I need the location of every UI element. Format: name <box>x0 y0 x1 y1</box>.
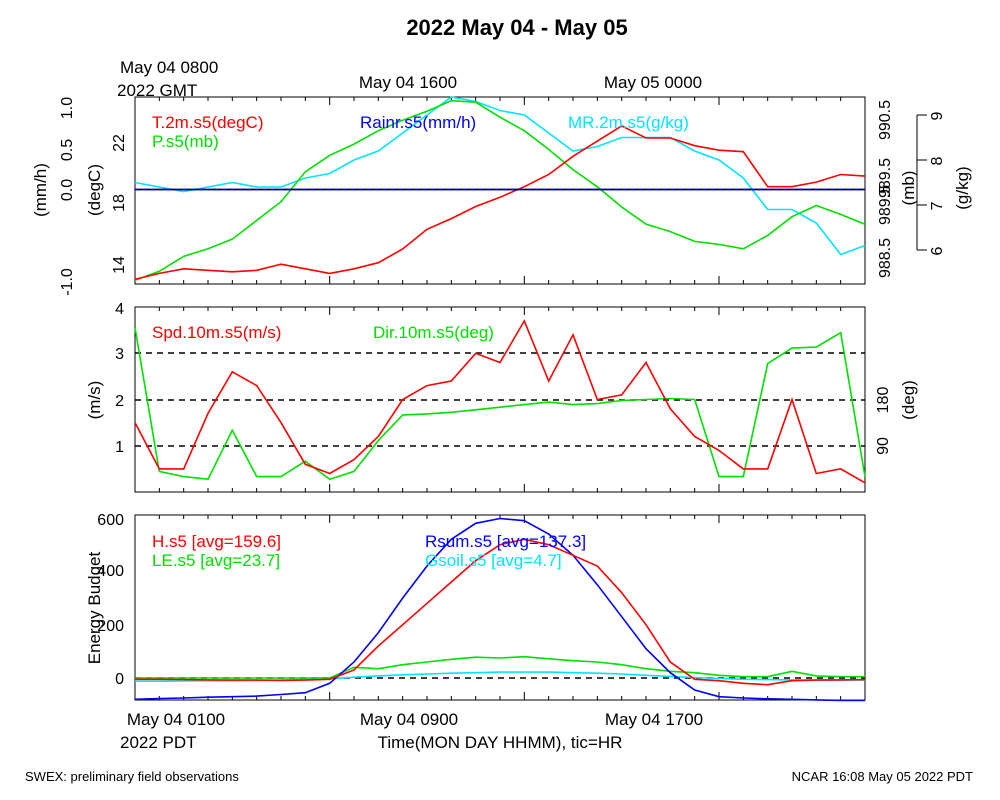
series-pressure <box>134 99 866 282</box>
pdt-time-label-0100: May 04 0100 <box>127 710 225 729</box>
x-axis-label: Time(MON DAY HHMM), tic=HR <box>378 733 623 752</box>
tick-ms-3: 3 <box>115 346 124 363</box>
ylabel-mmh: (mm/h) <box>31 163 50 217</box>
legend-rain: Rainr.s5(mm/h) <box>360 113 476 132</box>
ylabel-gkg: (g/kg) <box>953 166 972 209</box>
tick-deg-90: 90 <box>875 437 892 455</box>
series-wind-speed <box>134 319 866 484</box>
tick-mb-988.5: 988.5 <box>877 238 894 278</box>
pdt-year-label: 2022 PDT <box>120 733 197 752</box>
tick-degc-22: 22 <box>111 134 128 152</box>
pdt-time-label-0900: May 04 0900 <box>360 710 458 729</box>
tick-gkg-6: 6 <box>929 246 946 255</box>
bottom-panel: H.s5 [avg=159.6] LE.s5 [avg=23.7] Rsum.s… <box>85 512 866 702</box>
series-sensible-heat <box>135 538 866 686</box>
ylabel-deg: (deg) <box>899 380 918 420</box>
bottom-panel-series <box>134 517 866 702</box>
tick-energy-200: 200 <box>97 618 124 635</box>
ylabel-energy: Energy Budget <box>85 551 104 664</box>
tick-ms-2: 2 <box>115 393 124 410</box>
tick-ms-1: 1 <box>115 439 124 456</box>
gmt-time-label-1600: May 04 1600 <box>359 73 457 92</box>
tick-mmh-0.0: 0.0 <box>59 179 76 201</box>
series-net-radiation <box>134 517 865 702</box>
legend-t2m: T.2m.s5(degC) <box>152 113 263 132</box>
tick-degc-14: 14 <box>111 256 128 274</box>
gmt-time-label-0000: May 05 0000 <box>604 73 702 92</box>
legend-soil-heat: Gsoil.s5 [avg=4.7] <box>425 551 562 570</box>
tick-energy-600: 600 <box>97 512 124 529</box>
tick-gkg-7: 7 <box>929 201 946 210</box>
legend-latent-heat: LE.s5 [avg=23.7] <box>152 551 280 570</box>
series-mixing-ratio <box>134 96 866 256</box>
legend-net-radiation: Rsum.s5 [avg=137.3] <box>425 532 586 551</box>
tick-deg-180: 180 <box>875 387 892 414</box>
ylabel-degc: (degC) <box>85 164 104 216</box>
tick-mb-989.5b: 989.5 <box>877 185 894 225</box>
middle-panel: Spd.10m.s5(m/s) Dir.10m.s5(deg) 4 3 2 1 … <box>85 301 918 493</box>
tick-energy-0: 0 <box>115 671 124 688</box>
legend-mixing-ratio: MR.2m.s5(g/kg) <box>568 113 689 132</box>
legend-sensible-heat: H.s5 [avg=159.6] <box>152 532 281 551</box>
top-panel-ticks <box>134 97 866 284</box>
gmt-year-label: 2022 GMT <box>117 81 197 100</box>
tick-energy-400: 400 <box>97 563 124 580</box>
series-latent-heat <box>135 655 865 679</box>
middle-panel-ticks <box>134 307 866 492</box>
series-temperature <box>134 124 866 281</box>
tick-mmh-1.0: 1.0 <box>59 97 76 119</box>
tick-mmh-0.5: 0.5 <box>59 139 76 161</box>
footer-left: SWEX: preliminary field observations <box>25 769 239 784</box>
ylabel-ms: (m/s) <box>85 381 104 420</box>
legend-pressure: P.s5(mb) <box>152 132 219 151</box>
legend-wind-speed: Spd.10m.s5(m/s) <box>152 323 281 342</box>
tick-gkg-9: 9 <box>929 111 946 120</box>
tick-mb-989.5: 989.5 <box>877 158 894 198</box>
tick-degc-18: 18 <box>111 194 128 212</box>
tick-gkg-8: 8 <box>929 156 946 165</box>
series-wind-direction <box>134 327 866 481</box>
top-panel: T.2m.s5(degC) P.s5(mb) Rainr.s5(mm/h) MR… <box>31 96 972 296</box>
middle-panel-series <box>134 319 866 484</box>
footer-right: NCAR 16:08 May 05 2022 PDT <box>792 769 973 784</box>
gkg-axis <box>916 114 927 251</box>
figure-title: 2022 May 04 - May 05 <box>406 15 627 40</box>
tick-ms-4: 4 <box>115 301 124 318</box>
tick-mmh-neg1.0: -1.0 <box>59 268 76 296</box>
pdt-time-label-1700: May 04 1700 <box>605 710 703 729</box>
gmt-date-label: May 04 0800 <box>120 58 218 77</box>
legend-wind-direction: Dir.10m.s5(deg) <box>373 323 494 342</box>
tick-mb-990.5: 990.5 <box>877 100 894 140</box>
ylabel-mb: (mb) <box>899 171 918 206</box>
